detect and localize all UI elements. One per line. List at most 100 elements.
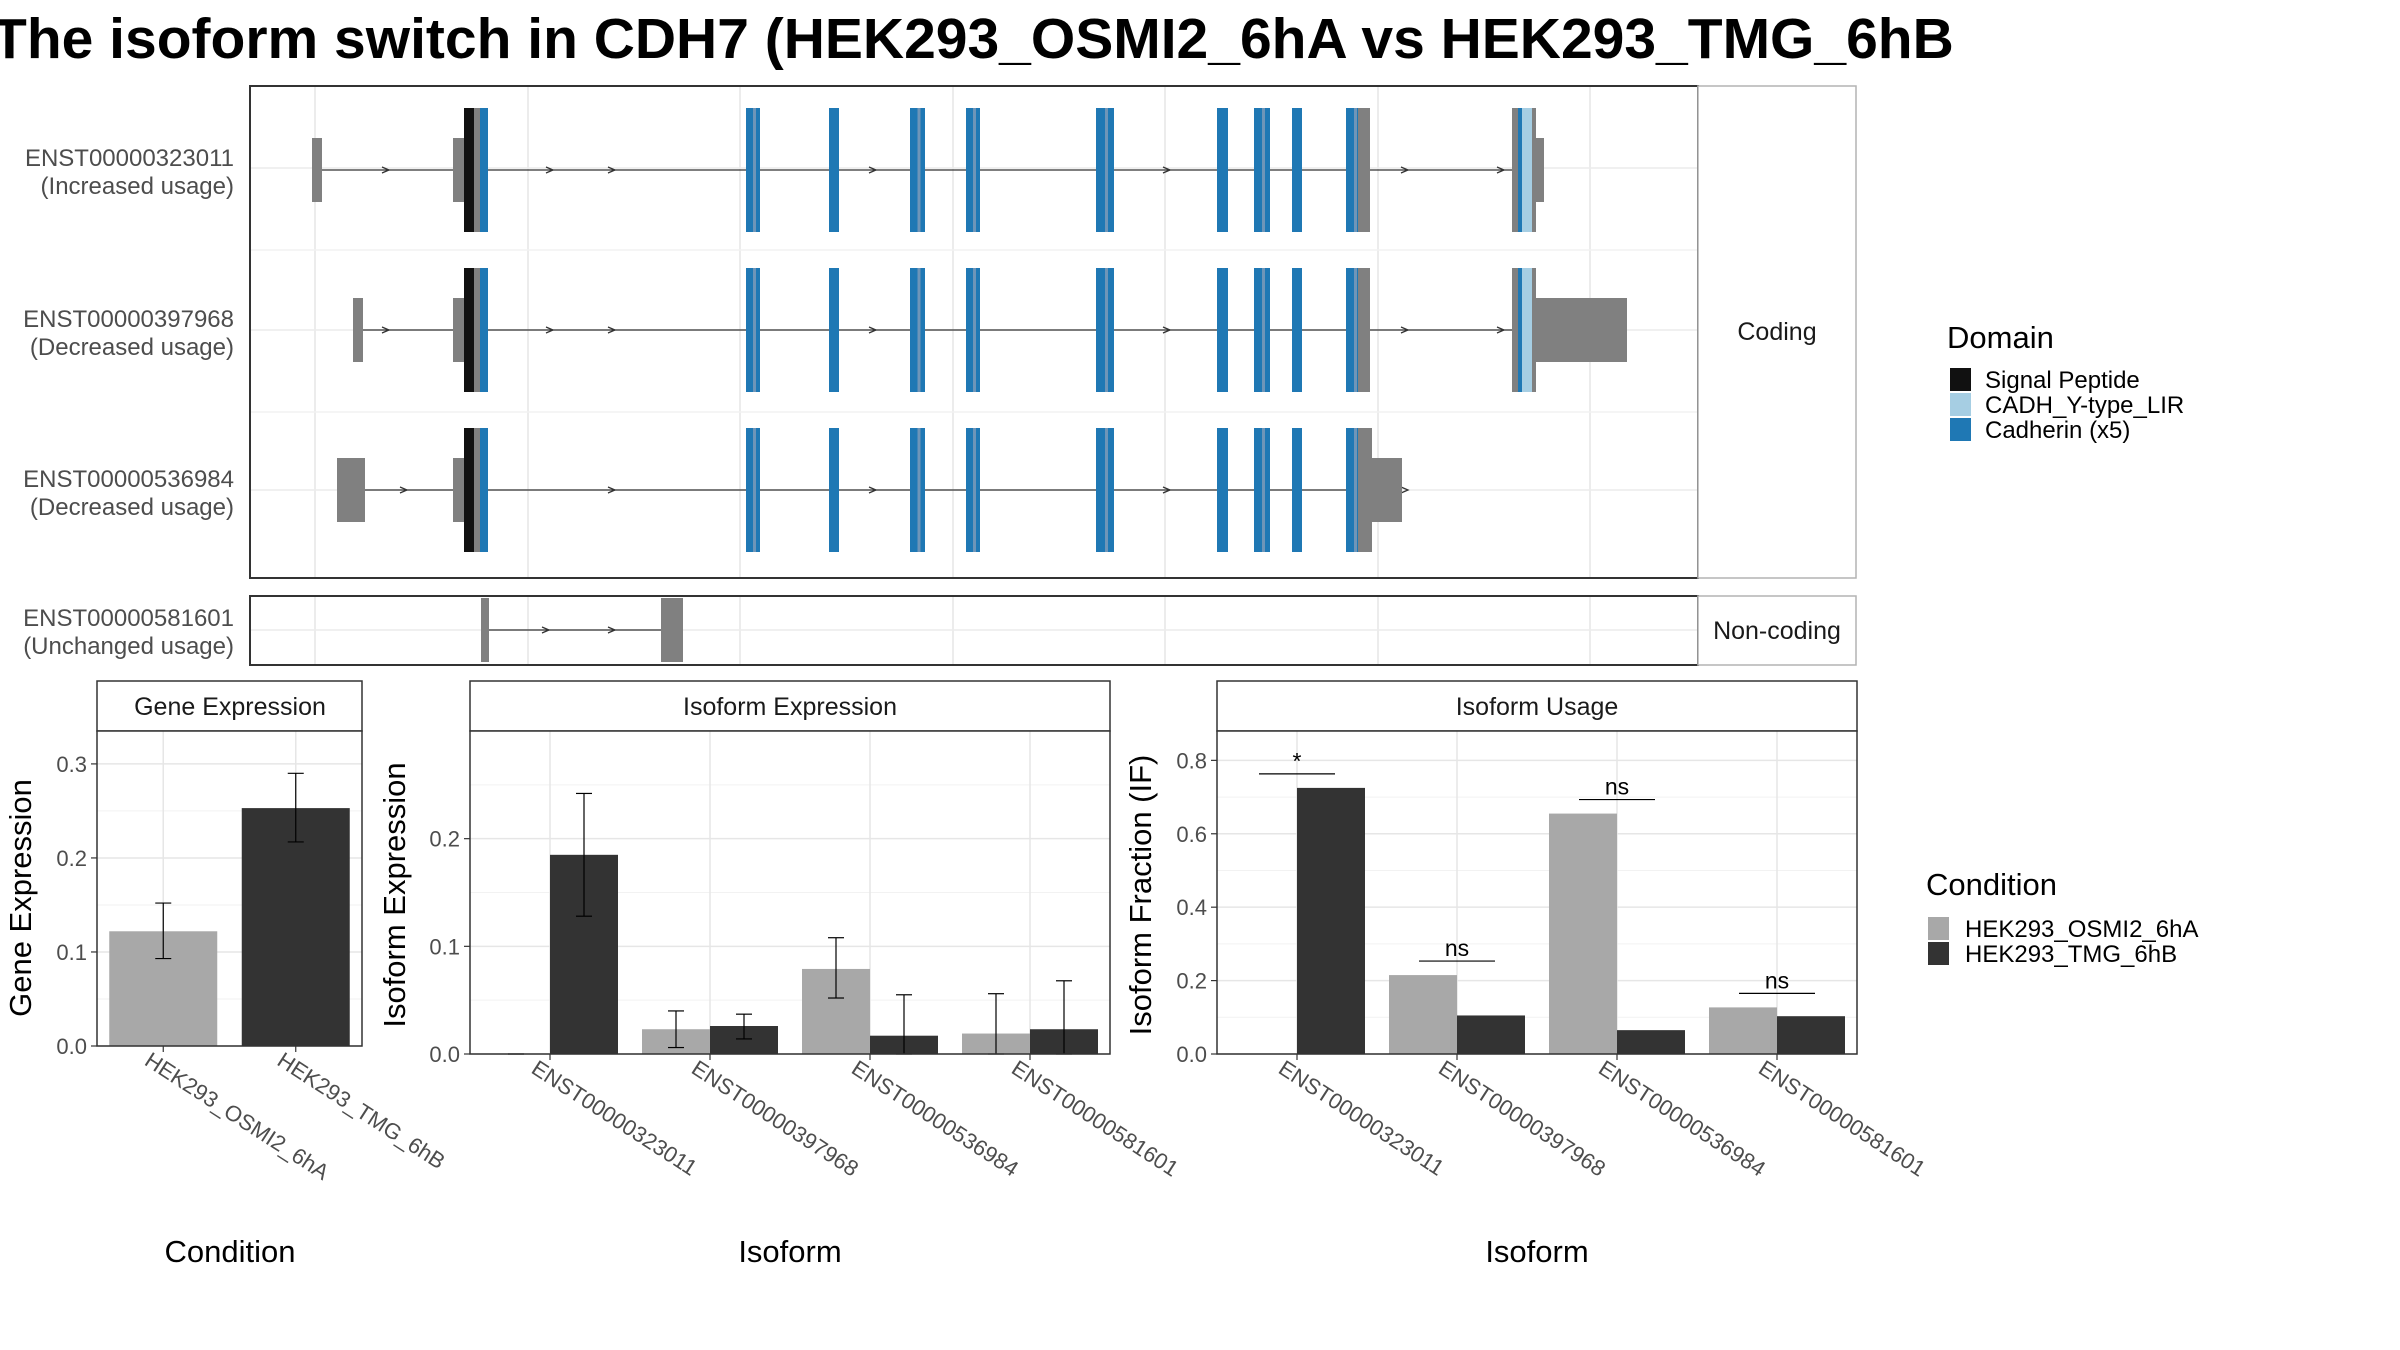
- cadherin-domain: [1217, 108, 1228, 232]
- y-tick-label: 0.8: [1176, 748, 1207, 773]
- bar: [1457, 1015, 1525, 1054]
- bar: [1389, 975, 1457, 1054]
- intron-arrow: [545, 166, 555, 174]
- cadherin-domain: [480, 428, 488, 552]
- legend-label-cadh-lir: CADH_Y-type_LIR: [1985, 392, 2184, 419]
- exon-boundary: [917, 428, 921, 552]
- transcript-track-1: [353, 268, 1627, 392]
- exon-boundary: [753, 108, 756, 232]
- intron-arrow: [541, 626, 551, 634]
- y-tick-label: 0.1: [56, 940, 87, 965]
- significance-label: ns: [1605, 774, 1629, 800]
- cadherin-domain: [480, 268, 488, 392]
- transcript-id-label: ENST00000536984: [23, 466, 234, 493]
- exon-boundary: [1354, 428, 1357, 552]
- transcript-usage-label: (Decreased usage): [30, 494, 234, 521]
- cadherin-domain: [1217, 268, 1228, 392]
- y-tick-label: 0.6: [1176, 822, 1207, 847]
- utr-exon: [453, 138, 465, 202]
- significance-label: ns: [1445, 935, 1469, 961]
- transcript-usage-label: (Increased usage): [41, 173, 234, 200]
- condition-legend: Condition HEK293_OSMI2_6hA HEK293_TMG_6h…: [1926, 867, 2198, 968]
- legend-key-condition-a: [1928, 917, 1949, 940]
- utr-exon: [337, 458, 365, 522]
- utr-exon: [353, 298, 363, 362]
- structure-tracks: [312, 108, 1627, 662]
- cadherin-domain: [829, 268, 839, 392]
- intron-arrow: [1162, 486, 1172, 494]
- coding-exon: [1358, 428, 1372, 552]
- intron-arrow: [1162, 326, 1172, 334]
- x-tick-label: ENST00000536984: [1594, 1055, 1770, 1181]
- exon-boundary: [1262, 108, 1265, 232]
- cadh-lir-domain: [1522, 108, 1532, 232]
- exon-boundary: [917, 108, 921, 232]
- x-tick-label: ENST00000581601: [1007, 1055, 1183, 1181]
- intron-arrow: [1400, 326, 1410, 334]
- coding-exon: [1358, 108, 1370, 232]
- exon-boundary: [1105, 428, 1108, 552]
- exon-boundary: [1354, 268, 1357, 392]
- transcript-id-label: ENST00000323011: [25, 145, 234, 172]
- y-tick-label: 0.2: [429, 827, 460, 852]
- coding-exon: [1532, 268, 1536, 392]
- plot-frame: [469, 730, 1111, 1055]
- gene-expression-plot: 0.00.10.20.3HEK293_OSMI2_6hAHEK293_TMG_6…: [56, 730, 450, 1185]
- y-tick-label: 0.2: [56, 846, 87, 871]
- intron-arrow: [607, 326, 617, 334]
- plot-frame: [96, 730, 363, 1047]
- transcript-id-label: ENST00000581601: [23, 605, 234, 632]
- isoform-expression-title: Isoform Expression: [683, 693, 897, 721]
- cadh-lir-domain: [1522, 268, 1532, 392]
- legend-key-cadh-lir: [1950, 393, 1971, 416]
- utr-exon: [312, 138, 322, 202]
- intron-arrow: [381, 326, 391, 334]
- cadherin-domain: [480, 108, 488, 232]
- exon-boundary: [1105, 268, 1108, 392]
- bar: [241, 808, 350, 1046]
- noncoding-strip: [1697, 595, 1857, 666]
- legend-key-signal-peptide: [1950, 368, 1971, 391]
- cadherin-domain: [1292, 108, 1302, 232]
- utr-exon: [1372, 458, 1402, 522]
- x-tick-label: ENST00000323011: [1274, 1055, 1448, 1180]
- intron-arrow: [607, 486, 617, 494]
- intron-arrow: [1496, 326, 1506, 334]
- y-tick-label: 0.0: [56, 1034, 87, 1059]
- transcript-id-label: ENST00000397968: [23, 306, 234, 333]
- exon-boundary: [917, 268, 921, 392]
- transcript-label-0: ENST00000323011 (Increased usage): [25, 145, 234, 200]
- transcript-track-3: [481, 598, 683, 662]
- exon-boundary: [973, 108, 976, 232]
- transcript-usage-label: (Unchanged usage): [23, 633, 234, 660]
- intron-arrow: [868, 166, 878, 174]
- cadherin-domain: [829, 108, 839, 232]
- isoform-usage-panel: Isoform Usage Isoform Isoform Fraction (…: [1123, 680, 1858, 1269]
- exon-boundary: [1354, 108, 1357, 232]
- condition-legend-title: Condition: [1926, 867, 2057, 902]
- transcript-structure-panel: Coding Non-coding ENST00000323011 (Incre…: [23, 85, 1857, 666]
- isoform-expression-ylabel: Isoform Expression: [377, 762, 412, 1027]
- exon-boundary: [1262, 428, 1265, 552]
- y-tick-label: 0.3: [56, 752, 87, 777]
- signal-peptide-domain: [464, 108, 474, 232]
- utr-exon: [453, 298, 465, 362]
- plot-frame: [1216, 730, 1858, 1055]
- transcript-label-3: ENST00000581601 (Unchanged usage): [23, 605, 234, 660]
- intron-arrow: [868, 326, 878, 334]
- intron-arrow: [607, 626, 617, 634]
- y-tick-label: 0.1: [429, 934, 460, 959]
- bar: [1549, 813, 1617, 1054]
- isoform-usage-title: Isoform Usage: [1456, 693, 1619, 721]
- isoform-expression-plot: 0.00.10.2ENST00000323011ENST00000397968E…: [429, 730, 1183, 1181]
- legend-key-condition-b: [1928, 942, 1949, 965]
- transcript-track-2: [337, 428, 1410, 552]
- y-tick-label: 0.0: [429, 1042, 460, 1067]
- x-tick-label: ENST00000581601: [1754, 1055, 1930, 1181]
- gene-expression-panel: Gene Expression Condition Gene Expressio…: [3, 680, 363, 1269]
- bar: [1297, 787, 1365, 1054]
- cadherin-domain: [1217, 428, 1228, 552]
- bar-panels: Gene Expression Condition Gene Expressio…: [3, 680, 1930, 1269]
- coding-exon: [1358, 268, 1370, 392]
